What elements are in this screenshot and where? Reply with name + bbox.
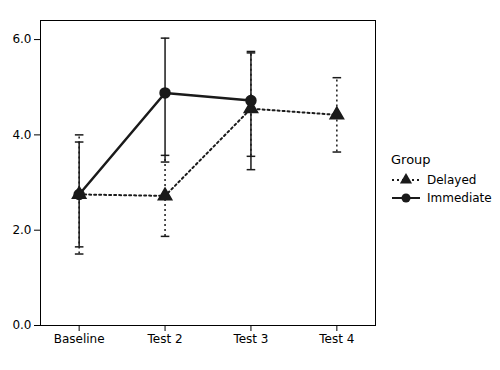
svg-text:0.0: 0.0 (12, 318, 31, 332)
html-text:Group: Group (391, 151, 431, 167)
html-text:Immediate: Immediate (427, 190, 492, 205)
svg-text:2.0: 2.0 (12, 223, 31, 237)
html-text:Delayed: Delayed (427, 172, 477, 187)
svg-text:Test 3: Test 3 (232, 332, 268, 346)
svg-text:Test 2: Test 2 (147, 332, 183, 346)
svg-text:Test 4: Test 4 (318, 332, 354, 346)
svg-text:4.0: 4.0 (12, 128, 31, 142)
svg-text:6.0: 6.0 (12, 32, 31, 46)
svg-text:Baseline: Baseline (54, 332, 105, 346)
